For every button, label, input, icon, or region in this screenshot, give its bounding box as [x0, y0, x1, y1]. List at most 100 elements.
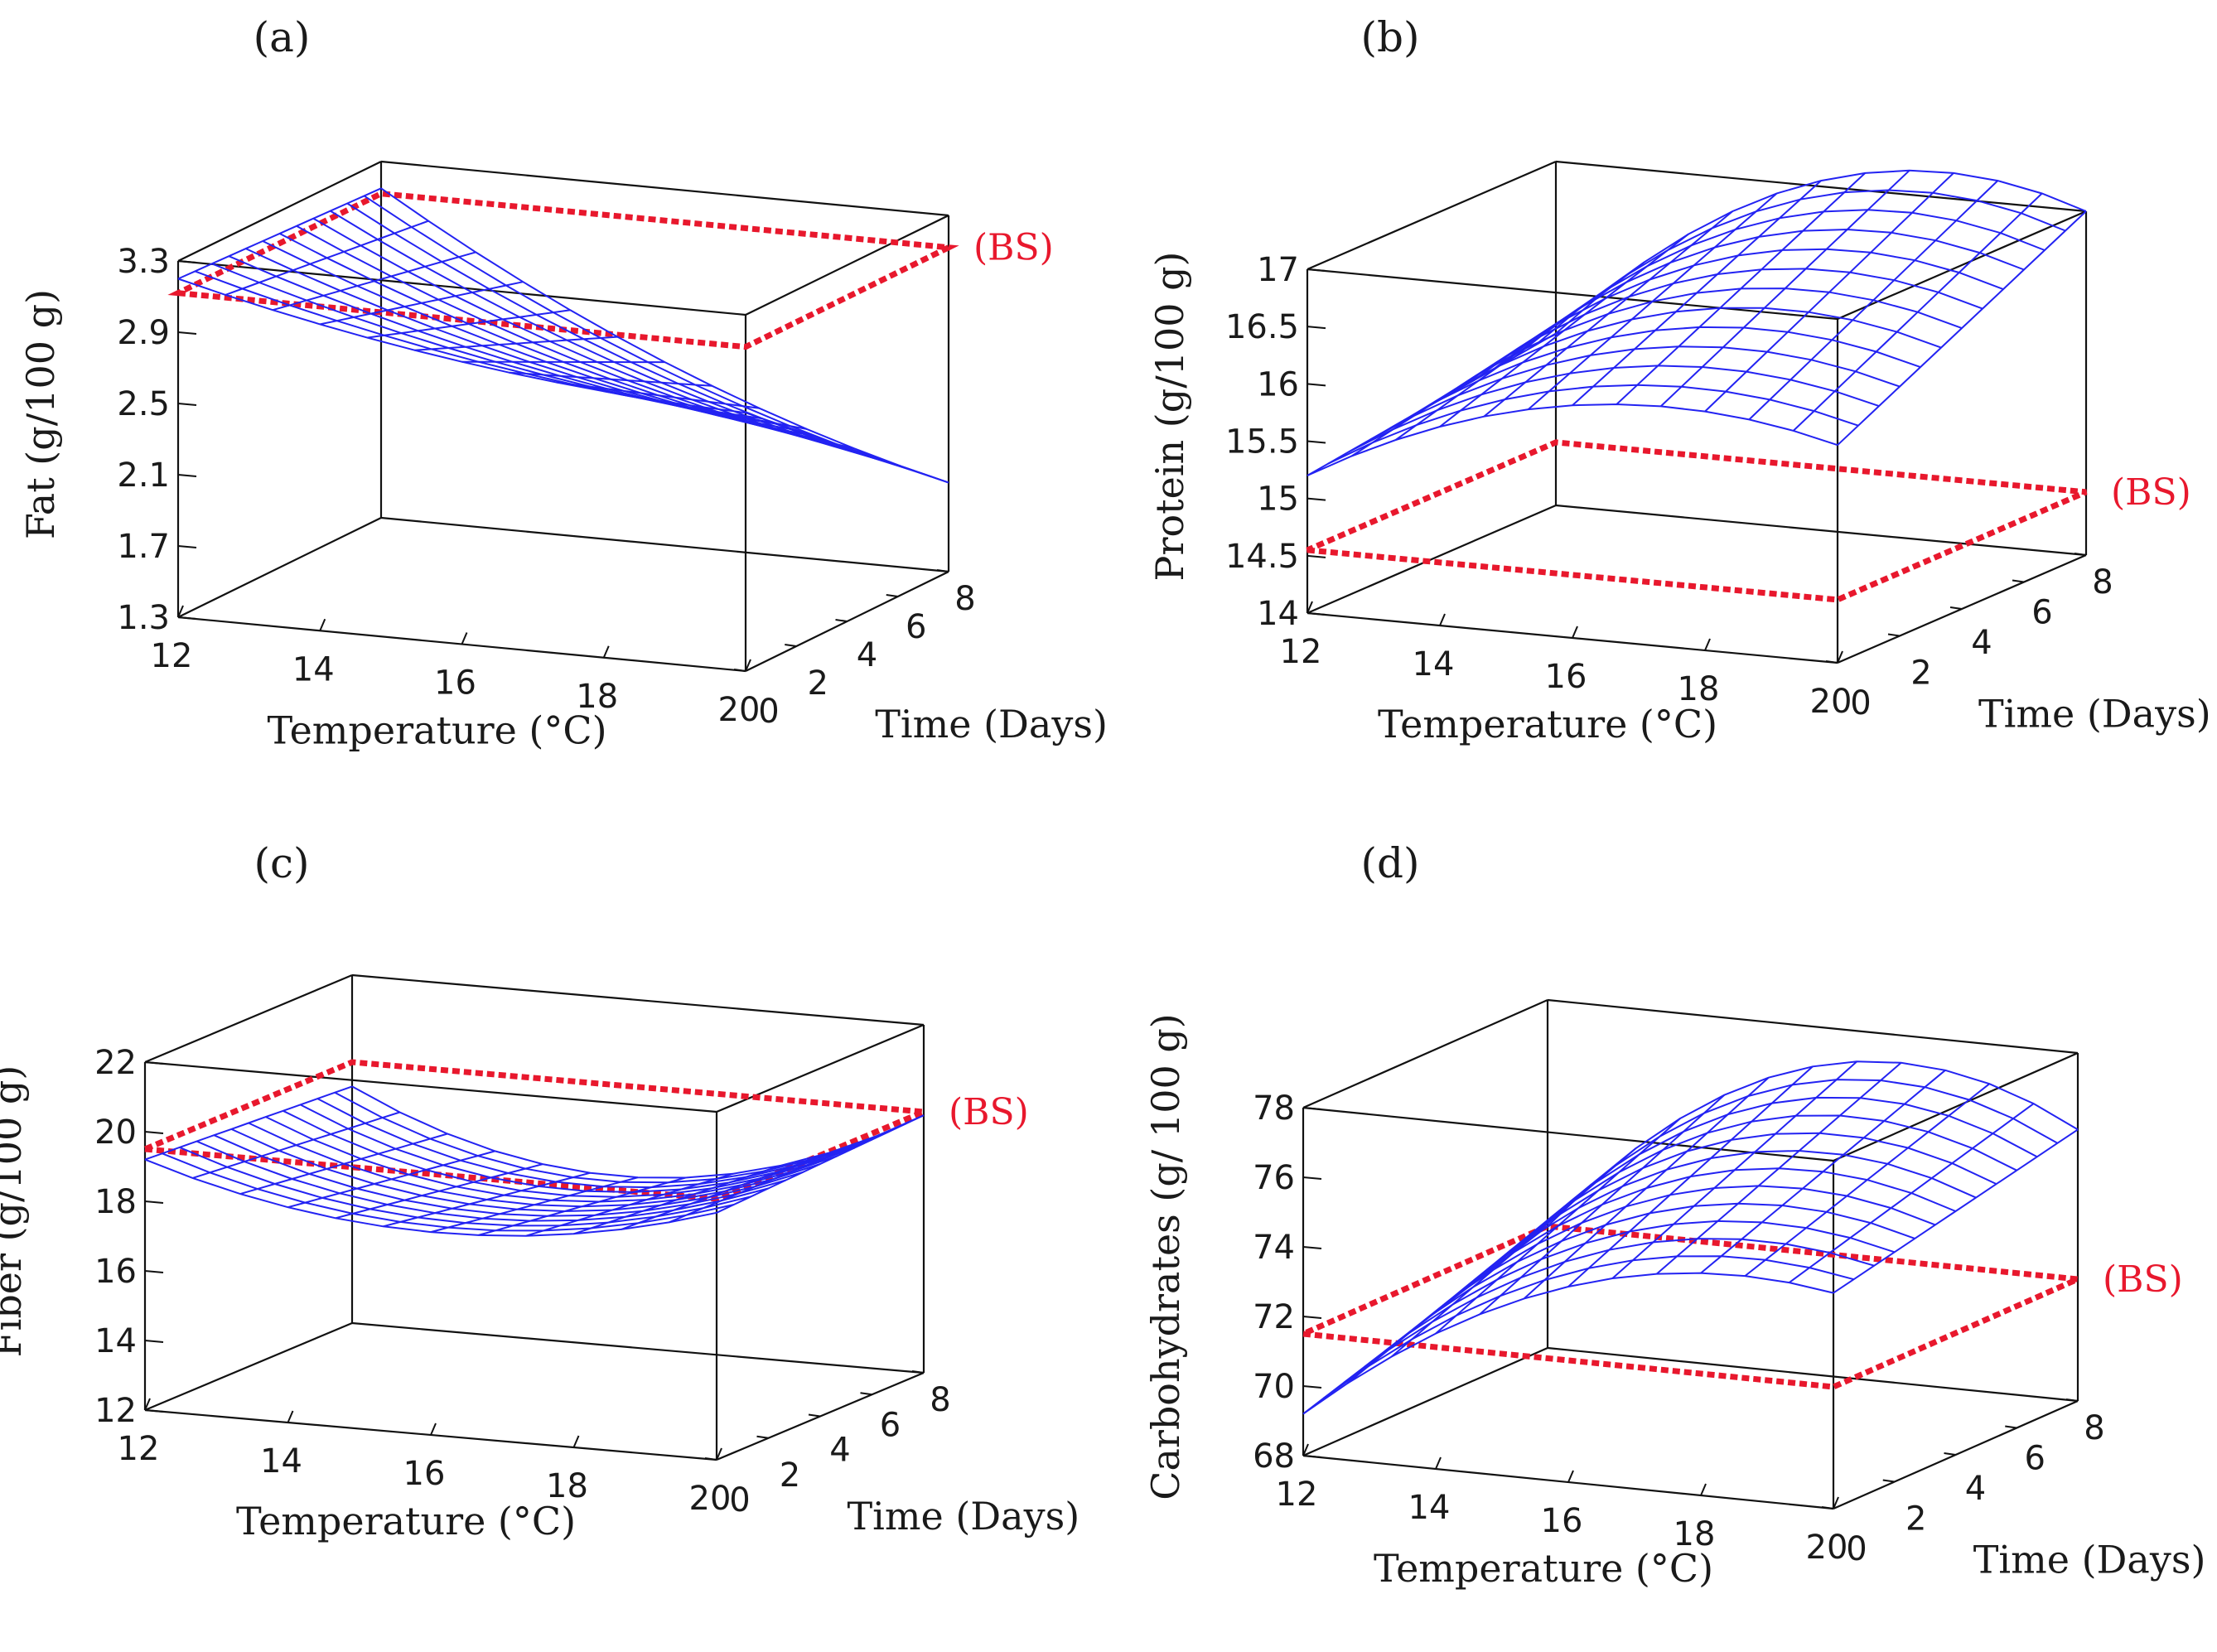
mesh-line-time — [698, 405, 902, 467]
baseline-plane — [1306, 439, 2088, 603]
mesh-line-time — [1744, 1083, 1990, 1277]
y-tick-mark — [1944, 1452, 1956, 1456]
y-tick-mark — [886, 594, 898, 597]
y-axis-title: Time (Days) — [1978, 692, 2211, 737]
x-tick-mark — [745, 659, 751, 672]
z-tick-label: 2.1 — [117, 456, 170, 495]
y-tick-label: 6 — [2025, 1440, 2046, 1478]
z-tick-mark — [1302, 1385, 1322, 1389]
x-tick-label: 18 — [546, 1467, 588, 1505]
z-tick-label: 16 — [94, 1253, 137, 1291]
box-edge-back — [1302, 1346, 1548, 1457]
z-tick-label: 76 — [1253, 1159, 1295, 1197]
surface-mesh — [144, 1085, 925, 1237]
y-tick-label: 6 — [880, 1406, 901, 1444]
y-tick-mark — [733, 669, 746, 672]
z-tick-mark — [1307, 497, 1326, 501]
mesh-line-temperature — [1302, 1272, 1834, 1415]
panel-label: (b) — [1360, 13, 1419, 61]
x-tick-mark — [430, 1423, 437, 1436]
baseline-plane — [1292, 1223, 2089, 1390]
y-axis-title: Time (Days) — [1973, 1538, 2206, 1582]
z-tick-mark — [1302, 1455, 1322, 1458]
z-tick-label: 68 — [1253, 1437, 1295, 1476]
z-tick-mark — [1302, 1107, 1322, 1110]
x-tick-label: 14 — [260, 1442, 302, 1481]
box-edge-front — [1302, 1106, 1834, 1162]
y-tick-label: 0 — [1846, 1530, 1867, 1568]
y-tick-label: 6 — [906, 608, 926, 646]
z-tick-label: 15.5 — [1225, 423, 1299, 461]
mesh-line-time — [1660, 170, 1910, 408]
box-edge-back — [144, 1321, 353, 1412]
y-tick-mark — [860, 1392, 872, 1396]
x-tick-mark — [319, 618, 326, 631]
x-tick-mark — [461, 632, 468, 645]
x-tick-label: 16 — [1545, 658, 1587, 696]
panel-label: (c) — [254, 839, 309, 887]
box-edge-back — [1307, 160, 1557, 271]
mesh-line-time — [1789, 1103, 2035, 1283]
box-edge-front — [177, 259, 746, 316]
z-axis-title: Carbohydrates (g/ 100 g) — [1143, 1013, 1188, 1500]
z-tick-mark — [177, 616, 197, 620]
z-tick-label: 15 — [1257, 481, 1299, 519]
y-tick-mark — [808, 1413, 821, 1418]
box-edge-back — [716, 1023, 925, 1113]
y-tick-label: 4 — [1971, 624, 1992, 662]
x-axis-title: Temperature (°C) — [236, 1499, 576, 1543]
mesh-line-temperature — [1343, 1238, 1875, 1384]
y-tick-mark — [2005, 1425, 2017, 1429]
box-edge-back — [351, 973, 925, 1026]
x-tick-label: 12 — [1280, 633, 1322, 671]
z-tick-mark — [177, 260, 197, 263]
x-tick-label: 20 — [1810, 683, 1852, 721]
mesh-line-temperature — [351, 1085, 925, 1179]
box-edge-front — [144, 1060, 717, 1113]
x-tick-label: 14 — [1413, 645, 1455, 684]
x-tick-label: 18 — [576, 678, 618, 716]
x-tick-label: 16 — [434, 664, 476, 703]
z-tick-mark — [177, 403, 197, 406]
y-tick-label: 4 — [829, 1432, 850, 1470]
y-tick-label: 4 — [857, 636, 877, 674]
z-tick-label: 12 — [94, 1392, 137, 1430]
x-tick-mark — [1302, 1443, 1309, 1456]
box-edge-back — [1555, 504, 2087, 557]
chart-panel-c: 12 14 16 18 20 22 12 14 16 18 20 0 2 4 6 8 (c) Temperatur… — [0, 826, 1108, 1652]
y-tick-mark — [835, 619, 848, 622]
mesh-line-time — [1833, 1128, 2079, 1294]
z-tick-label: 20 — [94, 1113, 137, 1152]
x-tick-label: 12 — [118, 1430, 160, 1468]
y-tick-mark — [704, 1457, 717, 1461]
box-edge-back — [1555, 160, 2087, 213]
x-tick-mark — [716, 1447, 722, 1461]
mesh-line-temperature — [380, 187, 949, 484]
box-edge-back — [380, 160, 949, 217]
z-tick-mark — [144, 1340, 164, 1343]
z-tick-label: 17 — [1257, 251, 1299, 289]
box-edge-back — [1302, 998, 1548, 1109]
box-edge-back — [380, 516, 949, 573]
mesh-line-time — [1793, 192, 2043, 432]
chart-panel-d: 68 70 72 74 76 78 12 14 16 18 20 0 2 4 6 8 (d) Temperatur… — [1108, 826, 2217, 1652]
mesh-line-temperature — [1534, 189, 2066, 346]
x-tick-label: 18 — [1678, 670, 1720, 708]
y-tick-mark — [785, 644, 797, 647]
x-axis-title: Temperature (°C) — [1378, 702, 1717, 746]
z-tick-mark — [144, 1061, 164, 1065]
mesh-line-temperature — [1327, 384, 1859, 465]
y-tick-label: 6 — [2031, 594, 2052, 632]
mesh-line-temperature — [1323, 1255, 1854, 1399]
y-tick-mark — [2074, 553, 2087, 556]
y-tick-label: 2 — [1910, 655, 1931, 693]
z-tick-label: 72 — [1253, 1298, 1295, 1336]
z-tick-label: 2.5 — [117, 385, 170, 423]
panel-label: (a) — [254, 13, 311, 61]
z-tick-mark — [144, 1131, 164, 1134]
y-tick-label: 2 — [1905, 1500, 1926, 1538]
y-tick-label: 0 — [1850, 684, 1871, 722]
